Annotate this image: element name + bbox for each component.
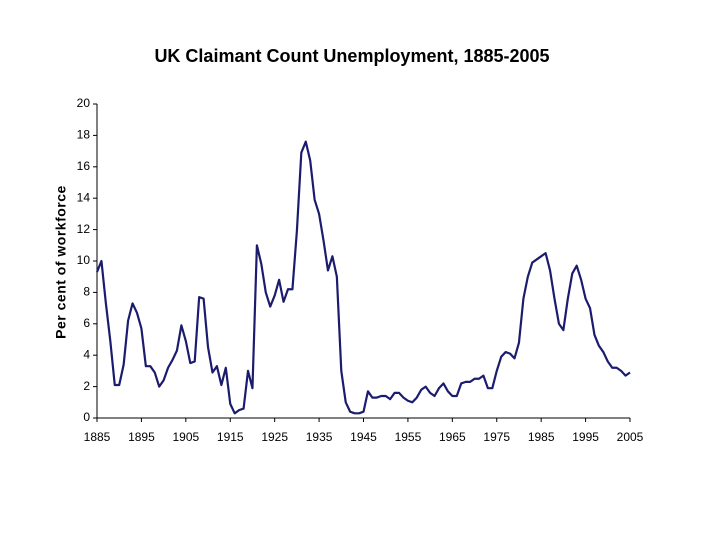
y-tick-label: 6 bbox=[83, 316, 90, 330]
y-tick-label: 8 bbox=[83, 285, 90, 299]
chart-title: UK Claimant Count Unemployment, 1885-200… bbox=[154, 46, 549, 66]
x-tick-label: 1955 bbox=[395, 430, 422, 444]
x-tick-label: 1925 bbox=[261, 430, 288, 444]
data-line bbox=[95, 140, 631, 415]
x-tick-label: 1965 bbox=[439, 430, 466, 444]
y-tick-label: 4 bbox=[83, 347, 90, 361]
y-tick-label: 0 bbox=[83, 410, 90, 424]
x-tick-label: 2005 bbox=[617, 430, 644, 444]
x-tick-label: 1995 bbox=[572, 430, 599, 444]
y-tick-label: 14 bbox=[77, 190, 91, 204]
x-tick-label: 1975 bbox=[483, 430, 510, 444]
x-tick-label: 1985 bbox=[528, 430, 555, 444]
y-tick-label: 18 bbox=[77, 128, 91, 142]
x-tick-label: 1885 bbox=[84, 430, 111, 444]
x-tick-label: 1945 bbox=[350, 430, 377, 444]
x-tick-label: 1935 bbox=[306, 430, 333, 444]
x-tick-label: 1895 bbox=[128, 430, 155, 444]
x-tick-label: 1915 bbox=[217, 430, 244, 444]
x-tick-label: 1905 bbox=[172, 430, 199, 444]
y-tick-label: 20 bbox=[77, 96, 91, 110]
y-tick-label: 2 bbox=[83, 379, 90, 393]
y-tick-label: 16 bbox=[77, 159, 91, 173]
y-tick-label: 10 bbox=[77, 253, 91, 267]
y-axis-label: Per cent of workforce bbox=[53, 185, 69, 339]
y-tick-label: 12 bbox=[77, 222, 91, 236]
